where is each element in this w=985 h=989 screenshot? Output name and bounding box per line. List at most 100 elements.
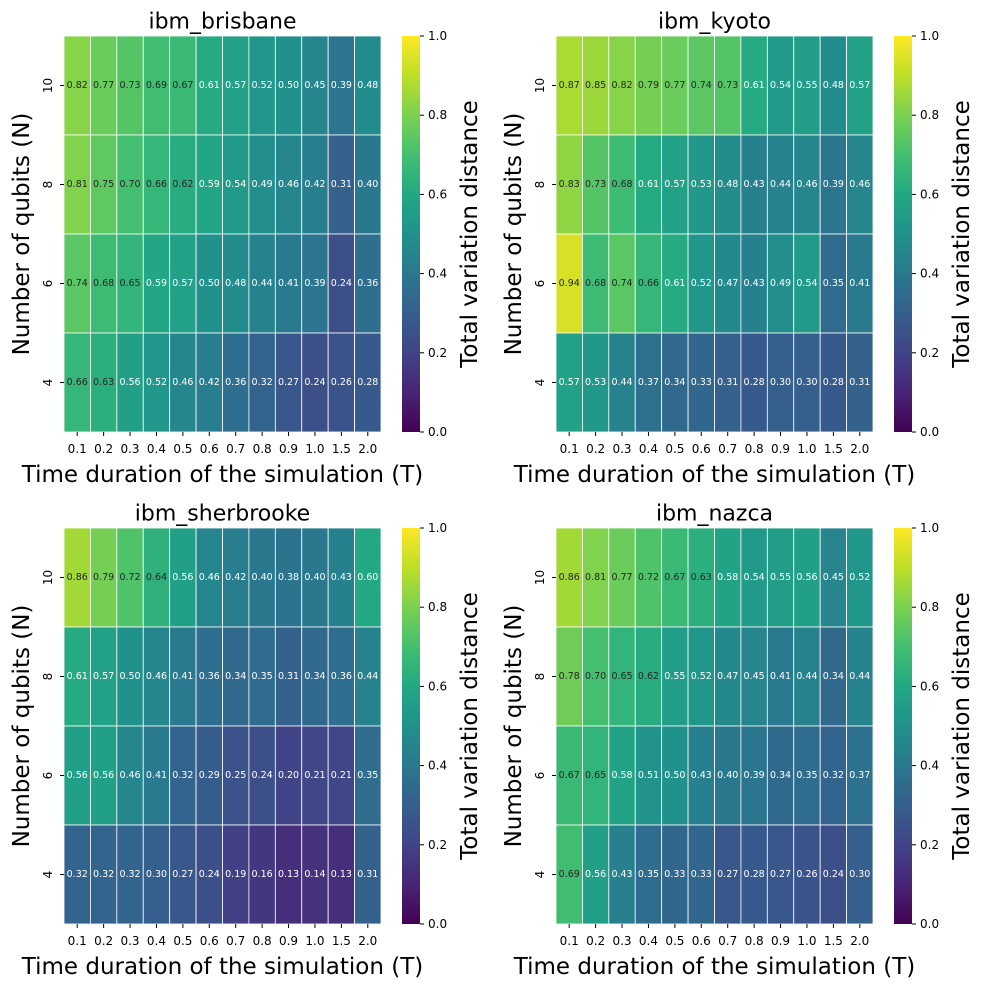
cell-value-label: 0.50 bbox=[664, 770, 685, 781]
cell-value-label: 0.67 bbox=[664, 572, 685, 583]
cell-value-label: 0.52 bbox=[691, 278, 712, 289]
heatmap-cell bbox=[714, 332, 742, 433]
cell-value-label: 0.65 bbox=[585, 770, 606, 781]
heatmap-cell bbox=[846, 626, 874, 727]
colorbar-tick-label: 0.8 bbox=[920, 600, 939, 614]
heatmap-cell bbox=[634, 35, 663, 136]
x-axis-label: Time duration of the simulation (T) bbox=[513, 954, 915, 980]
cell-value-label: 0.20 bbox=[278, 770, 299, 781]
heatmap-cell bbox=[819, 626, 847, 727]
x-tick-label: 0.6 bbox=[200, 934, 219, 948]
x-tick-label: 0.5 bbox=[173, 934, 192, 948]
cell-value-label: 0.57 bbox=[225, 80, 246, 91]
y-tick-label: 8 bbox=[533, 673, 547, 681]
heatmap-cell bbox=[248, 725, 276, 826]
cell-value-label: 0.54 bbox=[744, 572, 765, 583]
cell-value-label: 0.39 bbox=[823, 179, 844, 190]
cell-value-label: 0.37 bbox=[638, 377, 659, 388]
cell-value-label: 0.30 bbox=[770, 377, 791, 388]
heatmap-cell bbox=[116, 824, 144, 925]
cell-value-label: 0.46 bbox=[796, 179, 817, 190]
cell-value-label: 0.61 bbox=[664, 278, 685, 289]
heatmap-cell bbox=[222, 824, 250, 925]
cell-value-label: 0.30 bbox=[849, 869, 870, 880]
heatmap-cell bbox=[301, 134, 329, 235]
cell-value-label: 0.30 bbox=[146, 869, 167, 880]
x-tick-label: 0.8 bbox=[745, 442, 764, 456]
cell-value-label: 0.63 bbox=[93, 377, 114, 388]
colorbar-tick-label: 1.0 bbox=[920, 521, 939, 535]
heatmap-cell bbox=[582, 35, 610, 136]
x-tick-label: 0.9 bbox=[771, 442, 790, 456]
cell-value-label: 0.59 bbox=[146, 278, 167, 289]
heatmap-cell bbox=[793, 233, 821, 334]
cell-value-label: 0.39 bbox=[331, 80, 352, 91]
cell-value-label: 0.28 bbox=[357, 377, 378, 388]
cell-value-label: 0.33 bbox=[691, 869, 712, 880]
x-tick-label: 0.8 bbox=[253, 934, 272, 948]
x-tick-label: 2.0 bbox=[850, 934, 869, 948]
heatmap-cell bbox=[740, 725, 768, 826]
cell-value-label: 0.33 bbox=[664, 869, 685, 880]
heatmap-cell bbox=[846, 332, 874, 433]
heatmap-cell bbox=[195, 332, 223, 433]
cell-value-label: 0.54 bbox=[225, 179, 246, 190]
cell-value-label: 0.31 bbox=[357, 869, 378, 880]
cell-value-label: 0.62 bbox=[172, 179, 193, 190]
cell-value-label: 0.44 bbox=[796, 671, 817, 682]
cell-value-label: 0.62 bbox=[638, 671, 659, 682]
heatmap-cell bbox=[142, 824, 171, 925]
x-tick-label: 0.7 bbox=[718, 934, 737, 948]
cell-value-label: 0.34 bbox=[770, 770, 791, 781]
cell-value-label: 0.44 bbox=[252, 278, 273, 289]
x-tick-label: 0.2 bbox=[586, 934, 605, 948]
cell-value-label: 0.47 bbox=[717, 278, 738, 289]
heatmap-cell bbox=[740, 527, 768, 628]
heatmap-cell bbox=[274, 824, 303, 925]
cell-value-label: 0.14 bbox=[304, 869, 325, 880]
cell-value-label: 0.82 bbox=[67, 80, 88, 91]
y-axis-label: Number of qubits (N) bbox=[9, 113, 35, 356]
cell-value-label: 0.21 bbox=[331, 770, 352, 781]
heatmap-cells: 0.86 0.79 0.72 0.64 0.56 0.46 0.42 0.40 0.38 0.40… bbox=[63, 527, 382, 925]
heatmap-cell bbox=[222, 233, 250, 334]
heatmap-cell bbox=[846, 824, 874, 925]
cell-value-label: 0.42 bbox=[199, 377, 220, 388]
colorbar-tick-label: 1.0 bbox=[428, 521, 447, 535]
heatmap-cell bbox=[608, 527, 636, 628]
cell-value-label: 0.57 bbox=[559, 377, 580, 388]
cell-value-label: 0.61 bbox=[67, 671, 88, 682]
heatmap-cell bbox=[846, 527, 874, 628]
cell-value-label: 0.48 bbox=[225, 278, 246, 289]
cell-value-label: 0.40 bbox=[717, 770, 738, 781]
heatmap-cell bbox=[740, 332, 768, 433]
x-tick-label: 0.4 bbox=[639, 934, 658, 948]
cell-value-label: 0.55 bbox=[770, 572, 791, 583]
colorbar-tick-label: 0.0 bbox=[920, 917, 939, 931]
cell-value-label: 0.83 bbox=[559, 179, 580, 190]
cell-value-label: 0.87 bbox=[559, 80, 580, 91]
y-tick-label: 6 bbox=[533, 772, 547, 780]
x-tick-label: 0.9 bbox=[279, 442, 298, 456]
colorbar-tick-label: 0.0 bbox=[428, 917, 447, 931]
heatmap-cell bbox=[661, 332, 689, 433]
x-tick-label: 0.4 bbox=[639, 442, 658, 456]
cell-value-label: 0.81 bbox=[67, 179, 88, 190]
heatmap-cell bbox=[63, 35, 91, 136]
x-tick-label: 0.9 bbox=[279, 934, 298, 948]
heatmap-cell bbox=[634, 134, 663, 235]
colorbar-tick-label: 0.8 bbox=[428, 108, 447, 122]
heatmap-cell bbox=[90, 134, 118, 235]
heatmap-cell bbox=[793, 527, 821, 628]
cell-value-label: 0.69 bbox=[559, 869, 580, 880]
cell-value-label: 0.46 bbox=[146, 671, 167, 682]
heatmap-cell bbox=[90, 824, 118, 925]
heatmap-cell bbox=[687, 134, 715, 235]
heatmap-cell bbox=[169, 824, 197, 925]
heatmap-cell bbox=[63, 824, 91, 925]
chart-title: ibm_nazca bbox=[656, 502, 773, 527]
cell-value-label: 0.79 bbox=[638, 80, 659, 91]
